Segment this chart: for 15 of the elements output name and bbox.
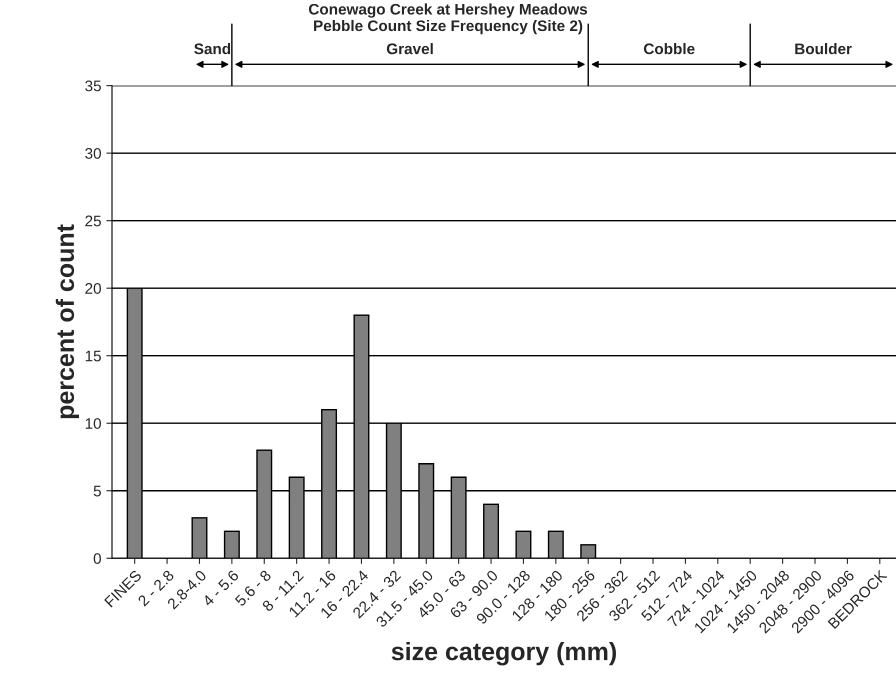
x-axis-title: size category (mm) [392, 642, 616, 666]
y-tick-label: 20 [85, 283, 101, 294]
text: Cobble [644, 43, 695, 54]
y-tick-label: 5 [94, 486, 101, 496]
text: Gravel [386, 43, 433, 54]
y-tick-label: 15 [86, 350, 101, 362]
y-tick-label: 10 [86, 418, 101, 429]
y-tick-label: 25 [85, 216, 101, 226]
y-axis-title: percent of count [56, 224, 80, 418]
y-tick-label: 30 [85, 148, 101, 159]
text: Sand [194, 43, 230, 54]
y-tick-label: 35 [85, 80, 101, 92]
chart-title: Conewago Creek at Hershey Meadows Pebble Count Size Frequency (Site 2) [308, 3, 588, 34]
text: Boulder [795, 43, 852, 54]
y-tick-label: 0 [94, 553, 101, 564]
